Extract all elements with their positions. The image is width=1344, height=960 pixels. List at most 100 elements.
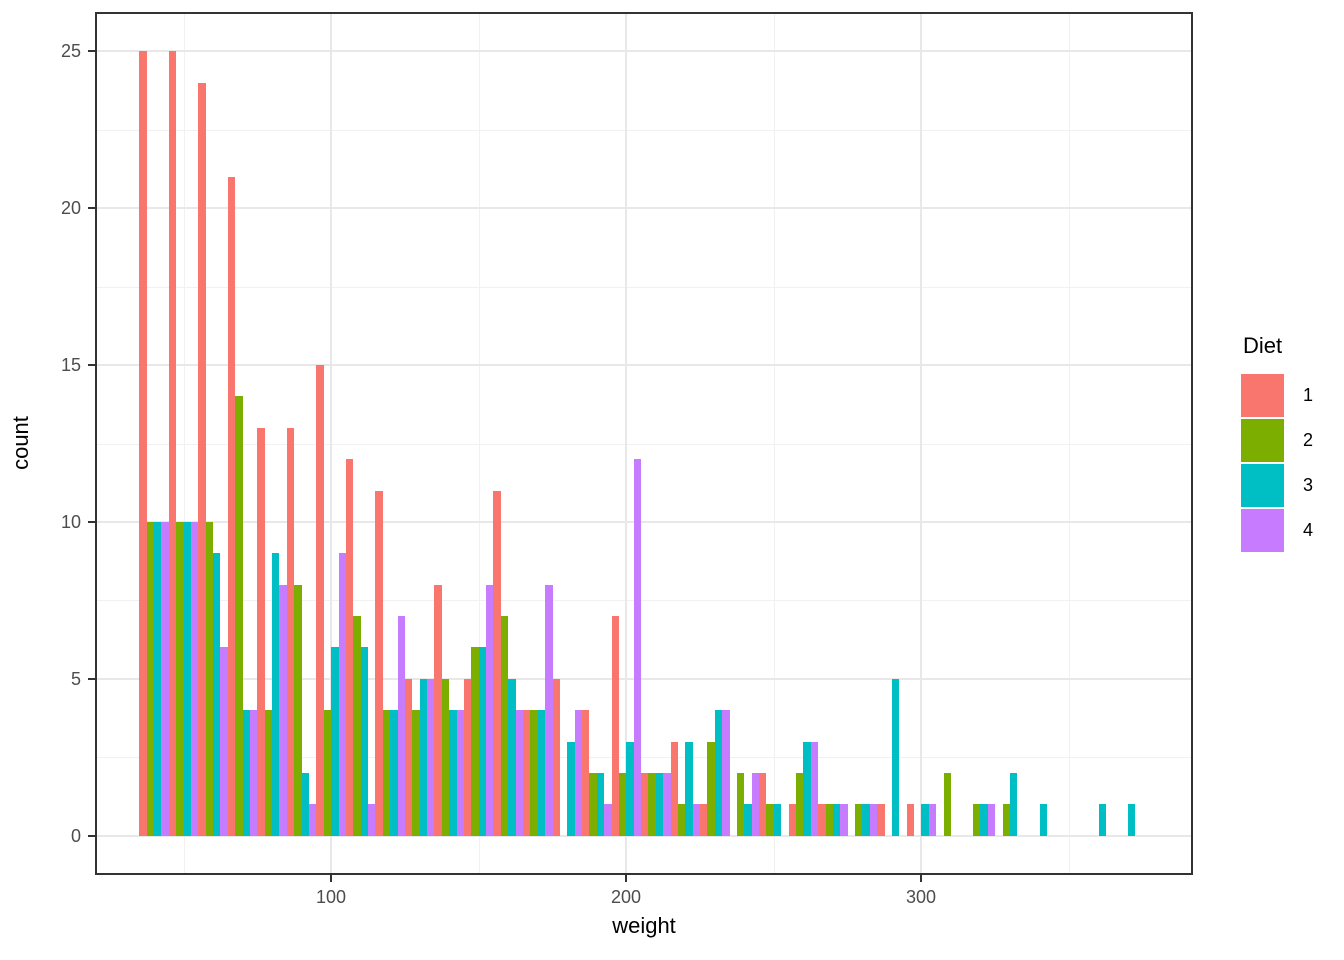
- gridline-y-major: [95, 521, 1193, 523]
- bar-diet4: [575, 710, 582, 836]
- bar-diet3: [1040, 804, 1047, 836]
- bar-diet3: [774, 804, 781, 836]
- bar-diet4: [398, 616, 405, 836]
- bar-diet3: [508, 679, 516, 836]
- bar-diet3: [361, 647, 368, 836]
- y-axis-tick: [88, 207, 95, 209]
- gridline-y-major: [95, 835, 1193, 837]
- bar-diet3: [272, 553, 279, 836]
- bar-diet4: [309, 804, 316, 836]
- bar-diet2: [796, 773, 803, 836]
- bar-diet1: [523, 710, 530, 836]
- legend-item-diet-1: 1: [1241, 374, 1341, 417]
- bar-diet4: [604, 804, 612, 836]
- bar-diet4: [545, 585, 553, 836]
- bar-diet4: [870, 804, 877, 836]
- legend-item-label: 4: [1303, 520, 1314, 540]
- bar-diet2: [265, 710, 272, 836]
- bar-diet3: [744, 804, 752, 836]
- bar-diet4: [339, 553, 346, 836]
- y-axis-title: count: [8, 416, 33, 470]
- bar-diet1: [907, 804, 914, 836]
- x-tick-label: 300: [905, 887, 937, 907]
- bar-diet1: [671, 742, 678, 836]
- bar-diet4: [457, 710, 464, 836]
- bar-diet2: [589, 773, 597, 836]
- bar-diet2: [324, 710, 331, 836]
- bar-diet1: [612, 616, 619, 836]
- gridline-x-major: [625, 12, 627, 875]
- bar-diet3: [626, 742, 634, 836]
- bar-diet4: [634, 459, 641, 836]
- y-axis-tick: [88, 364, 95, 366]
- bar-diet4: [722, 710, 730, 836]
- gridline-x-minor: [184, 12, 185, 875]
- y-tick-label: 0: [70, 826, 81, 846]
- bar-diet2: [442, 679, 449, 836]
- bar-diet2: [826, 804, 833, 836]
- bar-diet2: [412, 710, 420, 836]
- bar-diet4: [516, 710, 523, 836]
- bar-diet1: [641, 773, 648, 836]
- legend-swatch-diet-1: [1241, 374, 1284, 417]
- bar-diet3: [1128, 804, 1135, 836]
- gridline-y-minor: [95, 757, 1193, 758]
- bar-diet1: [346, 459, 353, 836]
- bar-diet3: [154, 522, 161, 836]
- bar-diet3: [479, 647, 486, 836]
- bar-diet2: [235, 396, 243, 836]
- legend-swatch-diet-4: [1241, 509, 1284, 552]
- y-tick-label: 15: [60, 355, 81, 375]
- legend-title: Diet: [1243, 333, 1283, 358]
- y-axis-tick: [88, 50, 95, 52]
- bar-diet4: [427, 679, 434, 836]
- y-axis-tick: [88, 521, 95, 523]
- bar-diet4: [161, 522, 169, 836]
- bar-diet3: [921, 804, 929, 836]
- bar-diet1: [434, 585, 442, 836]
- legend: Diet 1 2 3 4: [1241, 333, 1341, 563]
- bar-diet4: [988, 804, 995, 836]
- bar-diet3: [538, 710, 545, 836]
- bar-diet3: [656, 773, 663, 836]
- legend-item-diet-4: 4: [1241, 509, 1341, 552]
- x-axis-tick: [625, 875, 627, 882]
- bar-diet3: [597, 773, 604, 836]
- legend-swatch-diet-3: [1241, 464, 1284, 507]
- bar-diet1: [405, 679, 412, 836]
- bar-diet3: [390, 710, 398, 836]
- x-tick-label: 100: [315, 887, 347, 907]
- y-tick-label: 25: [60, 41, 81, 61]
- bar-diet4: [693, 804, 700, 836]
- y-axis-tick: [88, 678, 95, 680]
- bar-diet3: [331, 647, 339, 836]
- bar-diet2: [973, 804, 980, 836]
- bar-diet2: [707, 742, 715, 836]
- bar-diet3: [980, 804, 988, 836]
- bar-diet2: [737, 773, 744, 836]
- bar-diet2: [678, 804, 685, 836]
- bar-diet2: [501, 616, 508, 836]
- y-tick-label: 10: [60, 512, 81, 532]
- bar-diet2: [648, 773, 656, 836]
- gridline-y-minor: [95, 444, 1193, 445]
- y-axis-tick: [88, 835, 95, 837]
- bar-diet1: [169, 51, 176, 836]
- bar-diet2: [471, 647, 479, 836]
- legend-item-label: 3: [1303, 475, 1314, 495]
- bar-diet3: [1099, 804, 1106, 836]
- gridline-y-minor: [95, 600, 1193, 601]
- legend-item-label: 1: [1303, 385, 1314, 405]
- bar-diet2: [1003, 804, 1010, 836]
- gridline-y-major: [95, 50, 1193, 52]
- bar-diet2: [206, 522, 213, 836]
- bar-diet4: [368, 804, 375, 836]
- bar-diet4: [663, 773, 671, 836]
- bar-diet1: [228, 177, 235, 836]
- bar-diet4: [752, 773, 759, 836]
- gridline-x-minor: [774, 12, 775, 875]
- gridline-y-minor: [95, 130, 1193, 131]
- x-tick-label: 200: [610, 887, 642, 907]
- bar-diet4: [220, 647, 228, 836]
- bar-diet1: [464, 679, 471, 836]
